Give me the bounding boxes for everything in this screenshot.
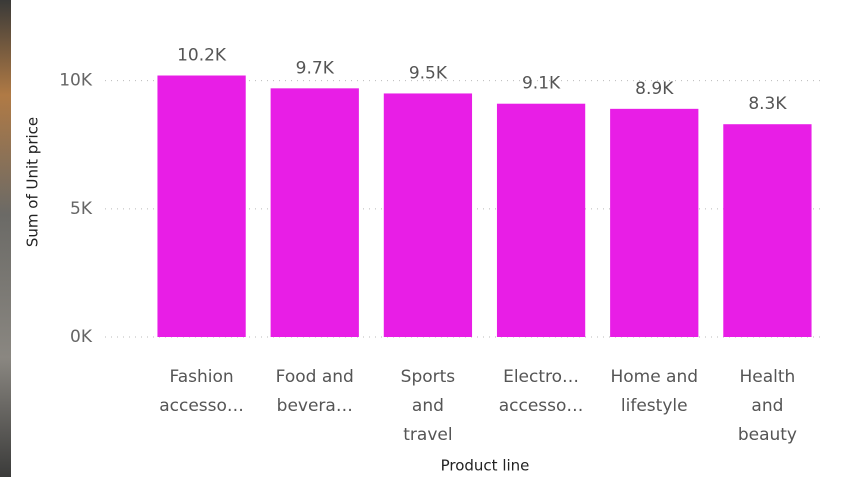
x-tick-label: Health and beauty — [738, 367, 797, 445]
x-tick-label: Sports and travel — [401, 367, 456, 445]
bar — [496, 103, 586, 337]
bar — [383, 93, 473, 337]
bar — [270, 88, 359, 337]
x-tick-label: Food and bevera… — [276, 367, 354, 416]
y-axis-title: Sum of Unit price — [24, 117, 42, 247]
bar — [723, 124, 812, 337]
data-label: 8.9K — [635, 79, 674, 99]
x-axis-title: Product line — [441, 457, 530, 475]
y-tick-label: 0K — [70, 327, 93, 347]
bar — [610, 108, 699, 337]
y-tick-label: 5K — [70, 199, 93, 219]
x-tick-label: Electro… accesso… — [499, 367, 584, 416]
data-label: 10.2K — [177, 46, 227, 66]
y-tick-label: 10K — [59, 71, 93, 91]
x-tick-label: Home and lifestyle — [610, 367, 698, 416]
data-label: 9.5K — [409, 63, 448, 83]
background-photo-strip — [0, 0, 11, 477]
data-label: 8.3K — [748, 94, 787, 114]
bar — [157, 75, 246, 337]
data-label: 9.1K — [522, 74, 561, 94]
data-label: 9.7K — [296, 58, 335, 78]
x-tick-label: Fashion accesso… — [159, 367, 244, 416]
